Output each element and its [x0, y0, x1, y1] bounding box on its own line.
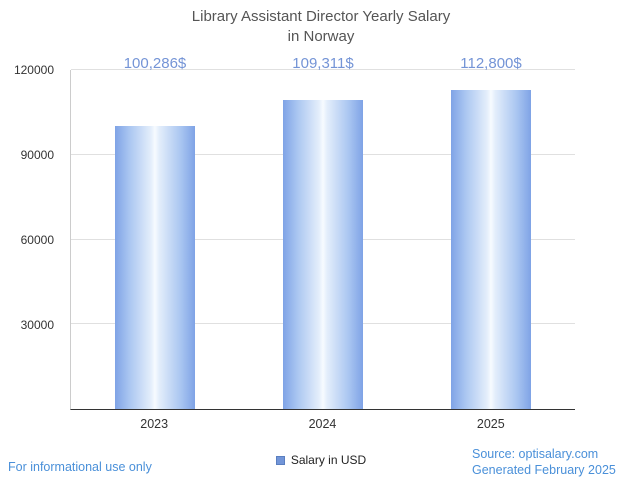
- source-link[interactable]: Source: optisalary.com: [472, 447, 599, 461]
- x-axis: 2023 2024 2025: [70, 417, 575, 435]
- x-tick-label: 2024: [308, 417, 337, 431]
- chart-title-line2: in Norway: [287, 27, 355, 45]
- plot-area: 100,286$ 109,311$ 112,800$: [70, 55, 575, 410]
- gridline: [71, 69, 575, 70]
- y-tick-label: 90000: [20, 148, 54, 162]
- source-block: Source: optisalary.com Generated Februar…: [472, 446, 616, 478]
- value-label: 100,286$: [123, 55, 187, 72]
- x-tick-label: 2025: [476, 417, 505, 431]
- bar-column: 109,311$: [239, 55, 407, 409]
- bar-2024: [283, 100, 363, 409]
- bar-column: 112,800$: [407, 55, 575, 409]
- y-tick-label: 60000: [20, 233, 54, 247]
- x-tick-label: 2023: [140, 417, 169, 431]
- y-tick-label: 30000: [20, 318, 54, 332]
- bar-2025: [451, 90, 531, 409]
- generated-date: Generated February 2025: [472, 463, 616, 477]
- legend-swatch-icon: [275, 455, 285, 465]
- chart-title: Library Assistant Director Yearly Salary…: [0, 7, 642, 46]
- y-tick-label: 120000: [13, 63, 54, 77]
- legend: Salary in USD: [0, 453, 642, 467]
- bar-2023: [115, 125, 195, 409]
- y-axis: 30000 60000 90000 120000: [0, 63, 62, 410]
- value-label: 112,800$: [460, 55, 522, 72]
- disclaimer-text: For informational use only: [8, 460, 152, 474]
- legend-label: Salary in USD: [290, 453, 367, 467]
- bar-column: 100,286$: [71, 55, 239, 409]
- value-label: 109,311$: [292, 55, 354, 72]
- chart-title-line1: Library Assistant Director Yearly Salary: [191, 8, 451, 25]
